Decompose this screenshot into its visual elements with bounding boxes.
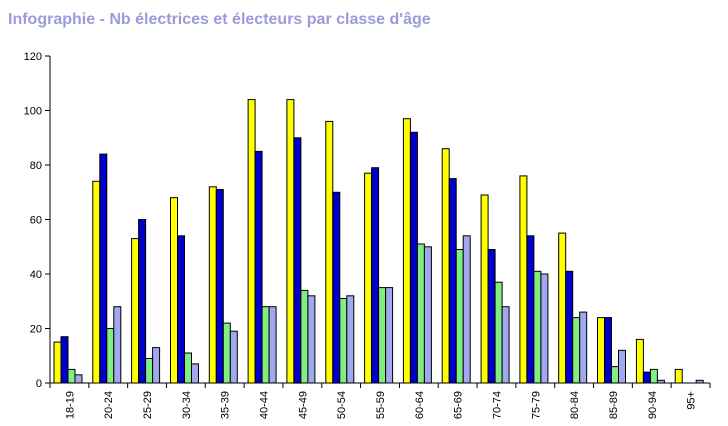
x-tick-label: 85-89 (608, 391, 620, 419)
bar-80-84-series-3 (572, 317, 581, 384)
bar-85-89-series-2 (604, 317, 612, 384)
bar-35-39-series-4 (229, 330, 238, 384)
bar-25-29-series-4 (152, 347, 161, 384)
x-tick-label: 20-24 (103, 391, 115, 419)
bar-55-59-series-3 (378, 287, 387, 384)
x-tick-label: 90-94 (647, 391, 659, 419)
x-tick-label: 95+ (686, 391, 698, 410)
x-tick-label: 50-54 (336, 391, 348, 419)
bar-85-89-series-3 (611, 366, 619, 384)
x-tick-label: 65-69 (453, 391, 465, 419)
bar-45-49-series-3 (300, 289, 309, 384)
x-tick-label: 45-49 (297, 391, 309, 419)
bar-70-74-series-3 (494, 281, 503, 384)
bar-85-89-series-1 (597, 317, 605, 384)
bar-65-69-series-3 (455, 249, 464, 384)
x-tick-label: 75-79 (530, 391, 542, 419)
bar-45-49-series-4 (307, 295, 316, 384)
bar-18-19-series-2 (60, 336, 69, 384)
bar-90-94-series-2 (642, 371, 651, 384)
bar-18-19-series-3 (67, 368, 76, 384)
x-tick-label: 25-29 (142, 391, 154, 419)
y-tick-label: 80 (30, 160, 42, 172)
x-tick-label: 60-64 (414, 391, 426, 419)
x-tick-label: 40-44 (259, 391, 271, 419)
bar-50-54-series-1 (325, 120, 334, 384)
y-tick-label: 0 (36, 378, 42, 390)
bar-40-44-series-3 (261, 306, 270, 384)
bar-50-54-series-2 (332, 191, 341, 384)
bar-80-84-series-1 (558, 232, 567, 384)
bar-20-24-series-4 (113, 306, 122, 384)
bar-30-34-series-2 (177, 235, 185, 384)
bar-55-59-series-2 (371, 167, 380, 384)
bar-20-24-series-3 (106, 328, 115, 384)
bar-35-39-series-1 (208, 186, 217, 384)
bar-30-34-series-4 (191, 363, 199, 384)
bar-65-69-series-1 (441, 148, 450, 384)
y-tick-label: 20 (30, 324, 42, 336)
bar-40-44-series-2 (254, 150, 263, 384)
x-tick-label: 35-39 (220, 391, 232, 419)
bar-70-74-series-2 (487, 249, 496, 384)
chart-title: Infographie - Nb électrices et électeurs… (8, 11, 431, 28)
bar-18-19-series-1 (53, 341, 62, 384)
y-tick-label: 100 (24, 106, 42, 118)
bar-70-74-series-1 (480, 194, 489, 384)
bar-45-49-series-1 (286, 99, 295, 384)
bar-30-34-series-3 (184, 352, 192, 384)
bar-75-79-series-1 (519, 175, 528, 384)
bar-50-54-series-3 (339, 298, 348, 384)
bar-65-69-series-4 (462, 235, 471, 384)
bar-75-79-series-2 (526, 235, 535, 384)
bar-55-59-series-1 (364, 172, 373, 384)
bar-18-19-series-4 (74, 374, 83, 384)
bar-55-59-series-4 (385, 287, 394, 384)
bar-75-79-series-3 (533, 270, 542, 384)
bar-70-74-series-4 (501, 306, 510, 384)
bar-25-29-series-1 (131, 238, 140, 384)
y-tick-label: 120 (24, 51, 42, 63)
bar-75-79-series-4 (540, 273, 549, 384)
x-tick-label: 30-34 (181, 391, 193, 419)
bar-90-94-series-3 (649, 368, 658, 384)
x-tick-label: 18-19 (64, 391, 76, 419)
bar-40-44-series-1 (247, 99, 256, 384)
x-tick-label: 55-59 (375, 391, 387, 419)
bar-60-64-series-1 (402, 118, 411, 384)
bar-30-34-series-1 (170, 197, 178, 384)
x-tick-label: 80-84 (569, 391, 581, 419)
bar-20-24-series-1 (92, 180, 101, 384)
bar-25-29-series-3 (145, 358, 154, 384)
x-tick-label: 70-74 (491, 391, 503, 419)
bar-40-44-series-4 (268, 306, 277, 384)
bar-60-64-series-2 (409, 131, 418, 384)
bar-60-64-series-3 (416, 243, 425, 384)
bar-35-39-series-3 (222, 322, 231, 384)
bar-65-69-series-2 (448, 178, 457, 384)
bar-35-39-series-2 (215, 189, 224, 384)
y-tick-label: 40 (30, 269, 42, 281)
bar-50-54-series-4 (346, 295, 355, 384)
bar-25-29-series-2 (138, 219, 147, 384)
y-tick-label: 60 (30, 215, 42, 227)
bar-20-24-series-2 (99, 153, 108, 384)
bar-80-84-series-4 (579, 311, 588, 384)
bar-95+-series-1 (674, 368, 683, 384)
bar-45-49-series-2 (293, 137, 302, 384)
bar-85-89-series-4 (618, 349, 626, 384)
bar-90-94-series-1 (635, 338, 644, 384)
bar-80-84-series-2 (565, 270, 574, 384)
bar-60-64-series-4 (423, 246, 432, 384)
